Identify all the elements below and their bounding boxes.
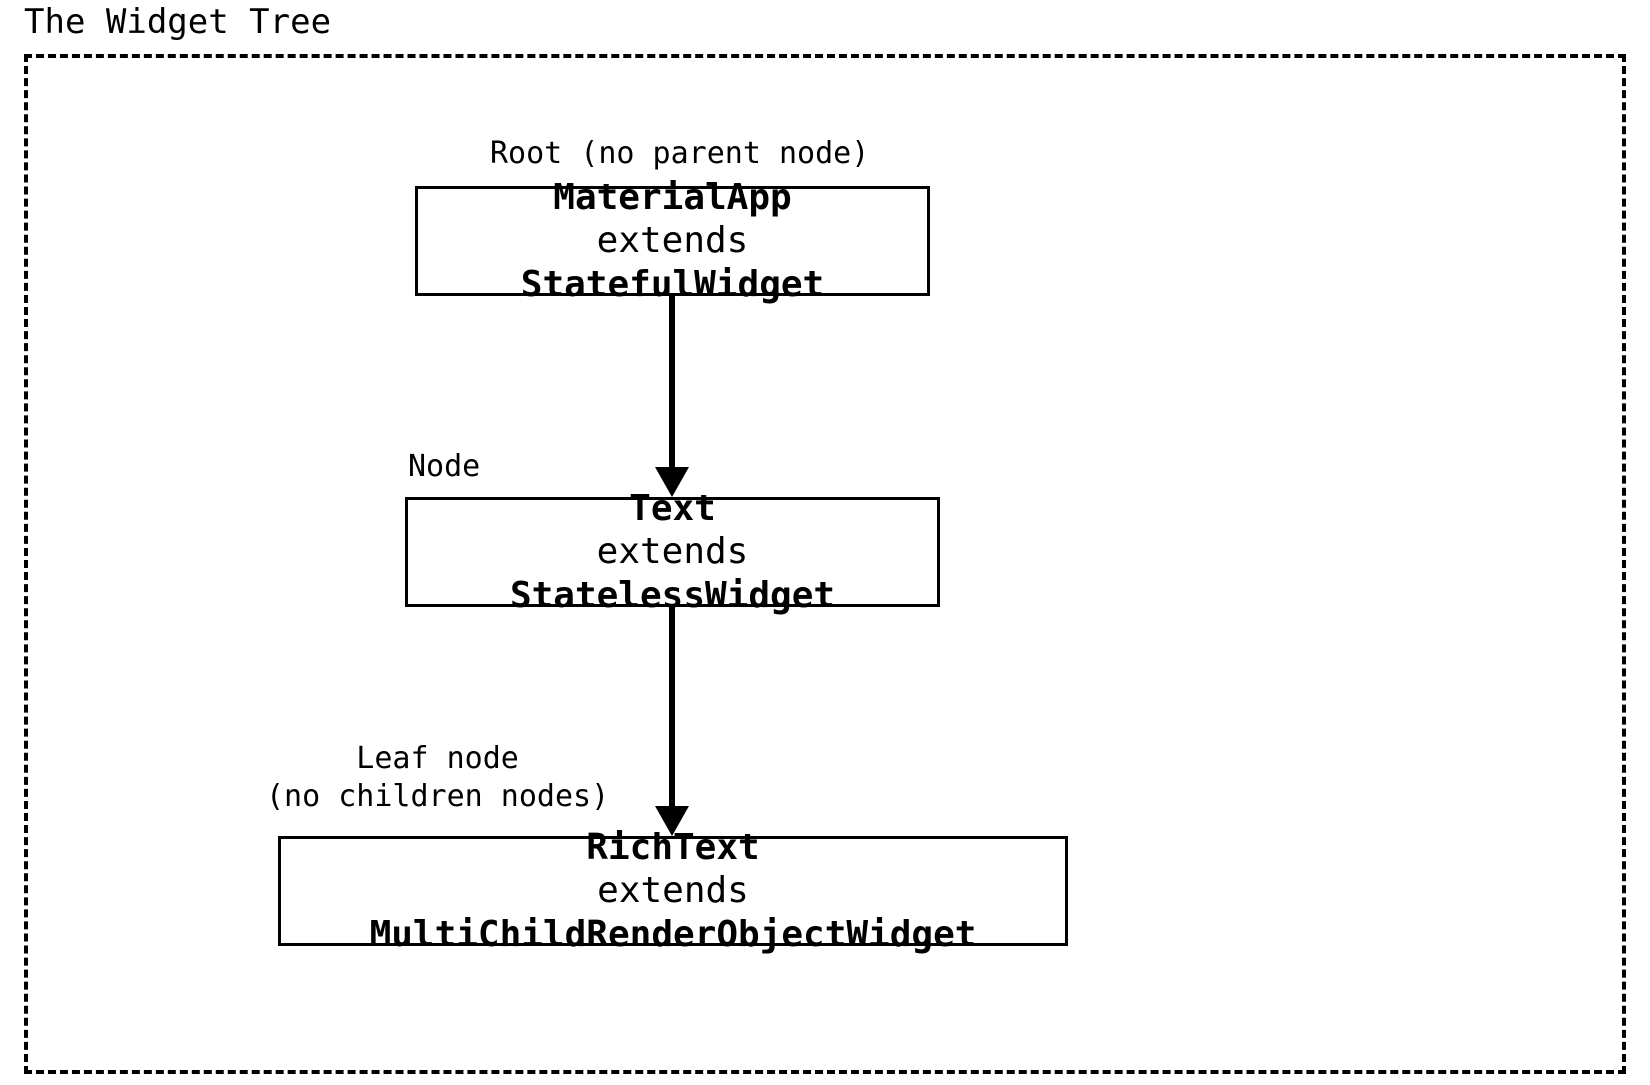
node-subtitle: extends StatelessWidget <box>428 530 917 616</box>
extends-keyword: extends <box>597 870 749 911</box>
extends-keyword: extends <box>597 220 749 261</box>
diagram-title: The Widget Tree <box>24 4 331 41</box>
extends-keyword: extends <box>597 531 749 572</box>
node-title: Text <box>629 487 716 530</box>
extends-class: StatefulWidget <box>521 264 824 305</box>
node-text: Text extends StatelessWidget <box>405 497 940 607</box>
edge-arrow-0 <box>638 296 706 497</box>
node-rich-text: RichText extends MultiChildRenderObjectW… <box>278 836 1068 946</box>
annotation-leaf: Leaf node (no children nodes) <box>266 740 609 815</box>
edge-arrow-1 <box>638 607 706 836</box>
node-title: MaterialApp <box>553 176 791 219</box>
annotation-root: Root (no parent node) <box>490 135 869 173</box>
extends-class: StatelessWidget <box>510 575 835 616</box>
node-title: RichText <box>586 826 759 869</box>
node-subtitle: extends StatefulWidget <box>438 219 907 305</box>
node-subtitle: extends MultiChildRenderObjectWidget <box>301 869 1045 955</box>
node-material-app: MaterialApp extends StatefulWidget <box>415 186 930 296</box>
annotation-node: Node <box>408 448 480 486</box>
extends-class: MultiChildRenderObjectWidget <box>370 914 977 955</box>
